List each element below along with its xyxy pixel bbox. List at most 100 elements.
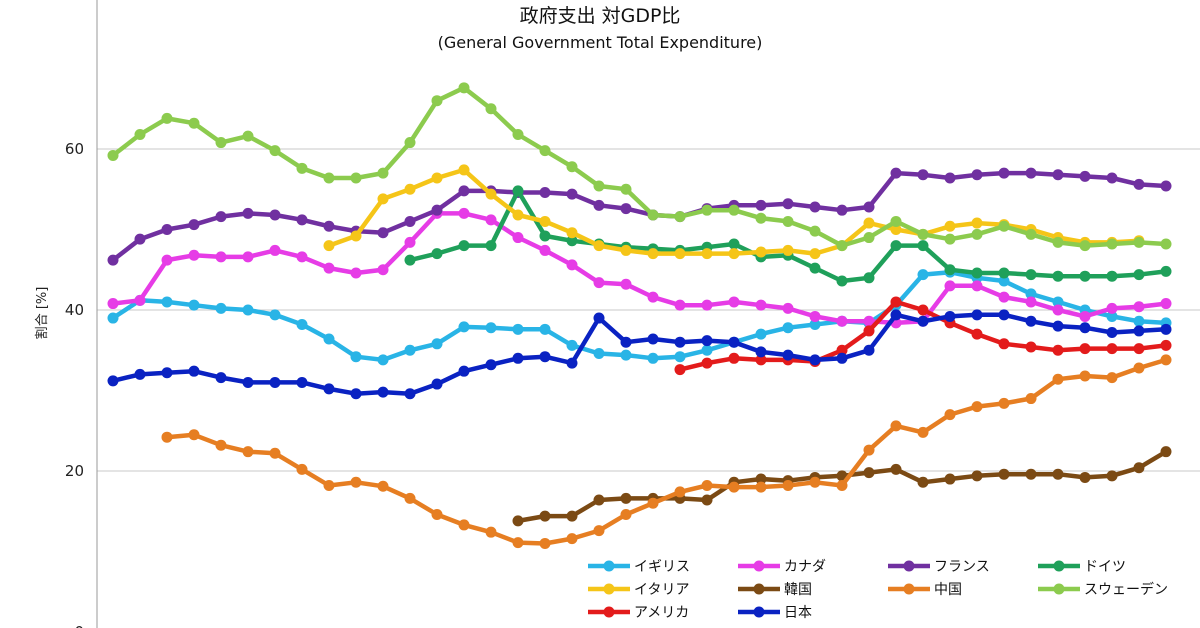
data-point bbox=[350, 267, 362, 279]
data-point bbox=[674, 364, 686, 376]
series-5 bbox=[512, 446, 1172, 527]
data-point bbox=[674, 211, 686, 223]
data-point bbox=[1106, 327, 1118, 339]
data-point bbox=[1079, 471, 1091, 483]
data-point bbox=[647, 209, 659, 221]
data-point bbox=[323, 262, 335, 274]
data-point bbox=[350, 351, 362, 363]
data-point bbox=[512, 323, 524, 335]
data-point bbox=[107, 375, 119, 387]
data-point bbox=[809, 354, 821, 366]
data-point bbox=[350, 476, 362, 488]
data-point bbox=[512, 232, 524, 244]
data-point bbox=[1052, 236, 1064, 248]
data-point bbox=[1052, 304, 1064, 316]
data-point bbox=[512, 515, 524, 527]
data-point bbox=[836, 344, 848, 356]
legend-label: アメリカ bbox=[634, 605, 689, 621]
data-point bbox=[917, 269, 929, 281]
data-point bbox=[890, 215, 902, 227]
legend-swatch-marker bbox=[903, 560, 915, 572]
data-point bbox=[971, 217, 983, 229]
data-point bbox=[863, 444, 875, 456]
data-point bbox=[242, 130, 254, 142]
data-point bbox=[1133, 236, 1145, 248]
data-point bbox=[269, 209, 281, 221]
series-0 bbox=[107, 266, 1172, 366]
data-point bbox=[485, 240, 497, 252]
data-point bbox=[1052, 320, 1064, 332]
data-point bbox=[701, 479, 713, 491]
data-point bbox=[971, 280, 983, 292]
legend-swatch-marker bbox=[603, 560, 615, 572]
data-point bbox=[1025, 167, 1037, 179]
data-point bbox=[242, 251, 254, 263]
data-point bbox=[836, 352, 848, 364]
data-point bbox=[971, 328, 983, 340]
data-point bbox=[620, 278, 632, 290]
data-point bbox=[620, 183, 632, 195]
data-point bbox=[296, 214, 308, 226]
series-group bbox=[107, 82, 1172, 549]
data-point bbox=[485, 214, 497, 226]
data-point bbox=[593, 277, 605, 289]
series-7 bbox=[107, 82, 1172, 252]
legend-swatch-marker bbox=[753, 606, 765, 618]
data-point bbox=[566, 259, 578, 271]
series-line bbox=[110, 312, 1169, 396]
data-point bbox=[566, 161, 578, 173]
data-point bbox=[1133, 315, 1145, 327]
series-line bbox=[110, 269, 1169, 363]
data-point bbox=[728, 238, 740, 250]
data-point bbox=[998, 291, 1010, 303]
data-point bbox=[971, 309, 983, 321]
data-point bbox=[701, 299, 713, 311]
data-point bbox=[242, 446, 254, 458]
legend-item: フランス bbox=[888, 559, 990, 575]
data-point bbox=[944, 409, 956, 421]
data-point bbox=[1025, 228, 1037, 240]
data-point bbox=[863, 217, 875, 229]
data-point bbox=[134, 233, 146, 245]
data-point bbox=[458, 164, 470, 176]
data-point bbox=[917, 304, 929, 316]
legend-label: スウェーデン bbox=[1084, 581, 1168, 598]
data-point bbox=[593, 347, 605, 359]
data-point bbox=[431, 248, 443, 260]
data-point bbox=[1160, 354, 1172, 366]
data-point bbox=[269, 145, 281, 157]
data-point bbox=[593, 494, 605, 506]
data-point bbox=[890, 309, 902, 321]
y-tick-label: 0 bbox=[74, 623, 84, 628]
data-point bbox=[755, 246, 767, 258]
data-point bbox=[539, 145, 551, 157]
data-point bbox=[1025, 288, 1037, 300]
data-point bbox=[134, 129, 146, 141]
data-point bbox=[782, 244, 794, 256]
data-point bbox=[944, 473, 956, 485]
data-point bbox=[1160, 238, 1172, 250]
data-point bbox=[485, 322, 497, 334]
data-point bbox=[782, 215, 794, 227]
data-point bbox=[836, 315, 848, 327]
data-point bbox=[134, 368, 146, 380]
data-point bbox=[701, 344, 713, 356]
legend-label: ドイツ bbox=[1084, 559, 1126, 575]
data-point bbox=[755, 473, 767, 485]
data-point bbox=[377, 480, 389, 492]
data-point bbox=[296, 162, 308, 174]
data-point bbox=[1025, 315, 1037, 327]
data-point bbox=[971, 470, 983, 482]
data-point bbox=[620, 336, 632, 348]
legend-swatch-marker bbox=[603, 583, 615, 595]
data-point bbox=[404, 492, 416, 504]
data-point bbox=[755, 481, 767, 493]
data-point bbox=[188, 117, 200, 129]
data-point bbox=[485, 526, 497, 538]
data-point bbox=[809, 262, 821, 274]
data-point bbox=[1025, 296, 1037, 308]
legend-item: アメリカ bbox=[588, 605, 689, 621]
data-point bbox=[485, 103, 497, 115]
data-point bbox=[458, 82, 470, 94]
data-point bbox=[566, 227, 578, 239]
